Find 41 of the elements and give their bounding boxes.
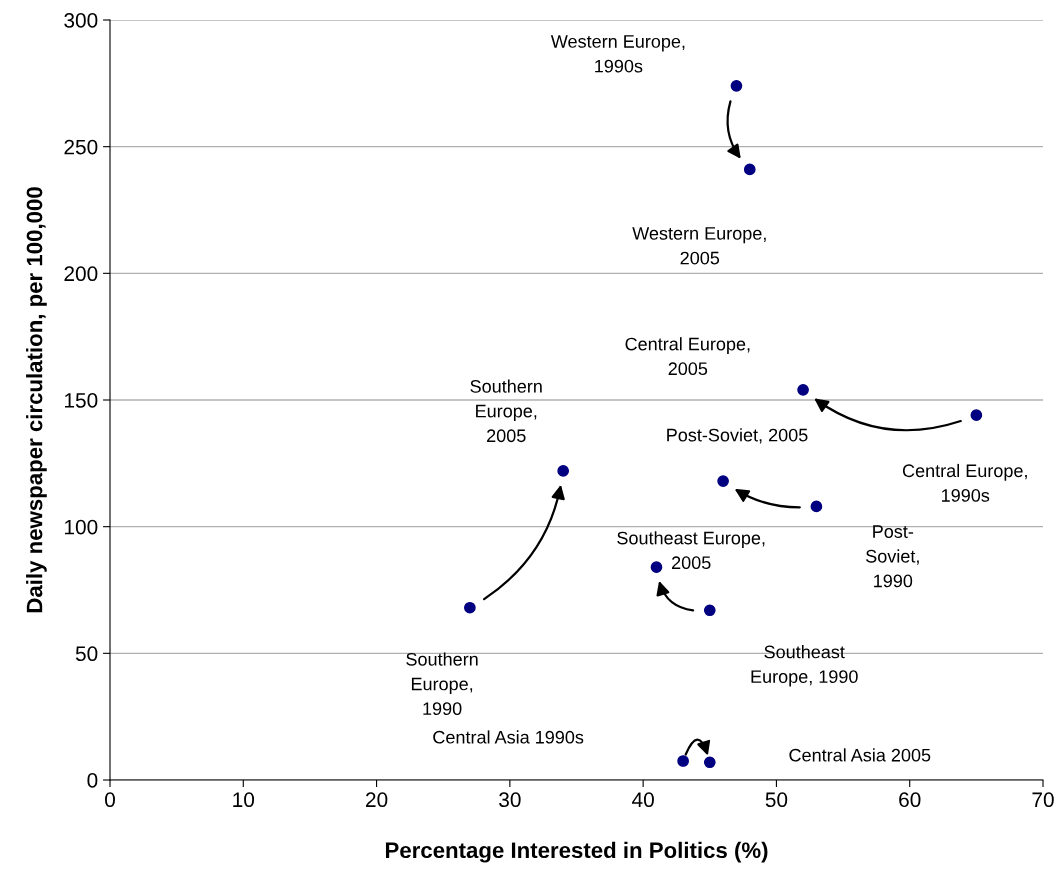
point <box>703 604 716 617</box>
annotation: Central Asia 2005 <box>789 748 931 762</box>
annotation: Western Europe, 2005 <box>632 227 766 265</box>
point <box>717 475 729 487</box>
x-tick-label: 50 <box>765 792 788 808</box>
point <box>703 756 716 769</box>
annotation: Southern Europe, 2005 <box>470 379 542 443</box>
x-tick-label: 30 <box>499 792 521 808</box>
x-tick-label: 40 <box>632 792 654 808</box>
y-tick-label: 100 <box>65 519 98 535</box>
point <box>650 561 663 574</box>
x-tick-label: 20 <box>366 792 388 808</box>
y-tick-label: 150 <box>65 393 98 408</box>
annotation: Western Europe, 1990s <box>550 35 685 73</box>
point <box>730 80 743 92</box>
y-tick-label: 200 <box>64 266 98 282</box>
point <box>743 163 756 176</box>
annotation: Central Europe, 1990s <box>902 463 1027 502</box>
annotation: Post-Soviet, 2005 <box>667 428 808 444</box>
x-tick-label: 10 <box>233 792 255 808</box>
x-tick-label: 70 <box>1032 792 1054 808</box>
point <box>464 601 476 614</box>
x-tick-label: 0 <box>105 792 115 808</box>
point <box>677 755 689 767</box>
point <box>810 500 823 513</box>
y-tick-label: 300 <box>64 13 98 28</box>
annotation: Central Europe, 2005 <box>625 337 750 376</box>
annotation: Central Asia 1990s <box>433 730 584 744</box>
point <box>970 409 983 422</box>
y-tick-label: 250 <box>64 139 98 155</box>
point <box>797 384 809 396</box>
x-axis-title: Percentage Interested in Politics (%) <box>385 841 768 863</box>
annotation: Southeast Europe, 1990 <box>751 645 858 687</box>
annotation: Southeast Europe, 2005 <box>617 531 765 570</box>
x-tick-label: 60 <box>899 792 921 808</box>
annotation: Southern Europe, 1990 <box>406 652 478 716</box>
annotation: Post- Soviet, 1990 <box>866 525 919 588</box>
y-tick-label: 50 <box>75 646 98 662</box>
point <box>557 465 570 477</box>
y-tick-label: 0 <box>87 773 98 788</box>
y-axis-title: Daily newspaper circulation, per 100,000 <box>26 187 47 613</box>
